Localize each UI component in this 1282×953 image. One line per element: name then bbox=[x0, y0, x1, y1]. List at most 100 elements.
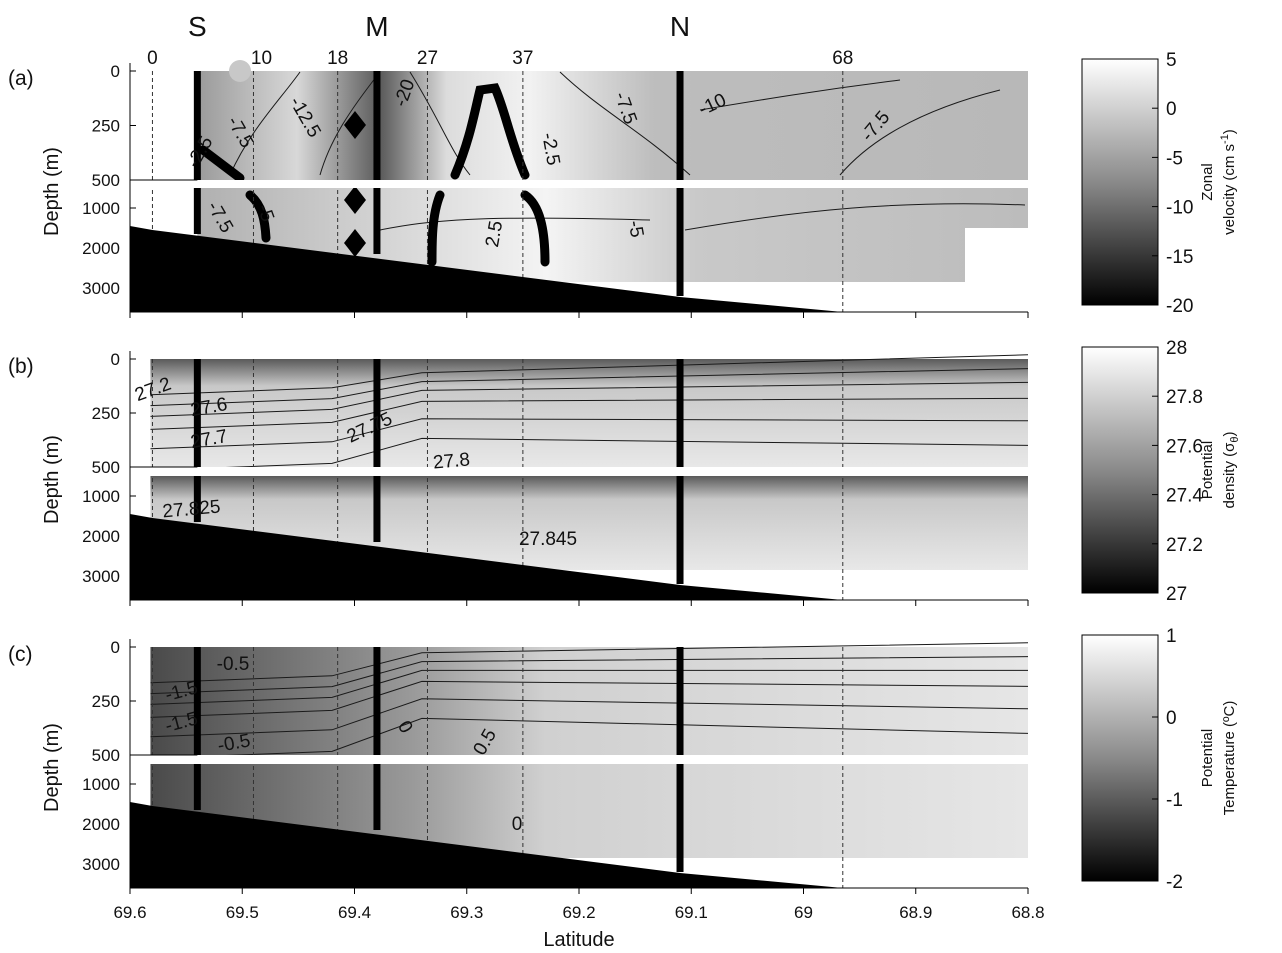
colorbar-tick-label: 27.6 bbox=[1166, 436, 1203, 457]
y-tick-label: 2000 bbox=[82, 527, 120, 546]
seafloor bbox=[130, 514, 843, 600]
colorbar-tick-label: 27.4 bbox=[1166, 486, 1203, 507]
y-tick-label: 500 bbox=[92, 746, 120, 765]
surface-marker bbox=[229, 60, 251, 82]
x-tick-label: 68.8 bbox=[1011, 903, 1044, 922]
y-tick-label: 3000 bbox=[82, 567, 120, 586]
colorbar-tick-label: -2 bbox=[1166, 872, 1183, 893]
contour-label: -0.5 bbox=[217, 654, 250, 675]
colorbar-tick-label: 0 bbox=[1166, 708, 1177, 729]
axis-break bbox=[130, 467, 1030, 476]
y-axis-title: Depth (m) bbox=[41, 147, 63, 236]
y-tick-label: 250 bbox=[92, 117, 120, 136]
y-tick-label: 500 bbox=[92, 171, 120, 190]
y-tick-label: 0 bbox=[111, 62, 120, 81]
contour-label: -5 bbox=[252, 202, 278, 225]
mooring-label: S bbox=[188, 11, 207, 42]
y-tick-label: 1000 bbox=[82, 199, 120, 218]
contour-label: 0 bbox=[512, 814, 523, 835]
seafloor bbox=[130, 226, 843, 312]
zero-contours bbox=[198, 83, 550, 267]
colorbar-label-end: ) bbox=[1221, 129, 1238, 134]
y-tick-label: 0 bbox=[111, 638, 120, 657]
y-tick-label: 500 bbox=[92, 458, 120, 477]
x-tick-label: 69 bbox=[794, 903, 813, 922]
y-tick-label: 2000 bbox=[82, 239, 120, 258]
colorbar-label: Zonal bbox=[1199, 163, 1216, 201]
panel-letter: (c) bbox=[8, 643, 33, 666]
contour-label: 27.825 bbox=[162, 497, 222, 523]
colorbar-label: Potential bbox=[1199, 729, 1216, 787]
y-tick-label: 0 bbox=[111, 350, 120, 369]
axis-break bbox=[130, 755, 1030, 764]
colorbar-label: Potential bbox=[1199, 441, 1216, 499]
instrument-marker bbox=[344, 111, 366, 139]
colorbar-label: density (σθ) bbox=[1221, 431, 1241, 508]
colorbar-label-text: density (σ bbox=[1221, 442, 1238, 509]
y-tick-label: 250 bbox=[92, 692, 120, 711]
station-label: 0 bbox=[147, 48, 158, 69]
colorbar-tick-label: 27.2 bbox=[1166, 535, 1203, 556]
axis-break bbox=[130, 180, 1030, 188]
x-tick-label: 69.4 bbox=[338, 903, 371, 922]
mooring-label: M bbox=[365, 11, 388, 42]
zero-contour bbox=[520, 190, 550, 267]
colorbar bbox=[1081, 346, 1159, 594]
station-label: 10 bbox=[251, 48, 272, 69]
colorbar-tick-label: 27 bbox=[1166, 584, 1187, 605]
colorbar-label-end: ) bbox=[1221, 431, 1238, 436]
colorbar-label-text: Temperature (ºC) bbox=[1221, 701, 1238, 816]
colorbar-tick-label: 5 bbox=[1166, 50, 1177, 71]
panel-field-upper bbox=[197, 71, 1029, 180]
y-axis-title: Depth (m) bbox=[41, 435, 63, 524]
y-tick-label: 1000 bbox=[82, 775, 120, 794]
colorbar-label-sup: -1 bbox=[1219, 134, 1231, 144]
mooring-label: N bbox=[670, 11, 690, 42]
colorbar-label: velocity (cm s-1) bbox=[1219, 129, 1238, 235]
zero-contour bbox=[245, 190, 271, 243]
seafloor bbox=[130, 802, 843, 888]
panel-letter: (b) bbox=[8, 355, 34, 378]
colorbar-tick-label: 27.8 bbox=[1166, 387, 1203, 408]
colorbar bbox=[1081, 634, 1159, 882]
zero-contour bbox=[198, 145, 245, 183]
contour-line bbox=[699, 79, 901, 111]
station-label: 37 bbox=[512, 48, 533, 69]
y-tick-label: 250 bbox=[92, 404, 120, 423]
y-tick-label: 2000 bbox=[82, 815, 120, 834]
station-label: 68 bbox=[832, 48, 853, 69]
x-tick-label: 69.2 bbox=[562, 903, 595, 922]
contour-line bbox=[684, 203, 1026, 231]
station-label: 18 bbox=[327, 48, 348, 69]
panel-letter: (a) bbox=[8, 67, 34, 90]
station-label: 27 bbox=[417, 48, 438, 69]
x-tick-label: 69.6 bbox=[113, 903, 146, 922]
x-axis-title: Latitude bbox=[543, 929, 614, 951]
contour-label: 2.5 bbox=[482, 219, 507, 249]
contour-label: 27.845 bbox=[519, 529, 577, 550]
contour-lines bbox=[229, 71, 1026, 231]
colorbar-tick-label: -20 bbox=[1166, 296, 1193, 317]
panel-field-upper bbox=[150, 647, 1028, 755]
y-axis-title: Depth (m) bbox=[41, 723, 63, 812]
colorbar bbox=[1081, 58, 1159, 306]
contour-line bbox=[319, 71, 381, 176]
colorbar-label-text: velocity (cm s bbox=[1221, 144, 1238, 235]
panel-field-upper bbox=[150, 359, 1028, 467]
contour-label: 27.8 bbox=[432, 449, 471, 473]
contour-line bbox=[379, 217, 651, 231]
colorbar-tick-label: -15 bbox=[1166, 247, 1193, 268]
y-tick-label: 3000 bbox=[82, 279, 120, 298]
colorbar-tick-label: -1 bbox=[1166, 790, 1183, 811]
contour-line bbox=[409, 71, 471, 176]
colorbar-tick-label: -10 bbox=[1166, 198, 1193, 219]
x-tick-label: 68.9 bbox=[899, 903, 932, 922]
contour-line bbox=[839, 89, 1001, 176]
colorbar-tick-label: 0 bbox=[1166, 99, 1177, 120]
x-tick-label: 69.1 bbox=[675, 903, 708, 922]
colorbar-tick-label: 28 bbox=[1166, 338, 1187, 359]
x-tick-label: 69.5 bbox=[226, 903, 259, 922]
contour-label: -5 bbox=[624, 219, 648, 239]
zero-contour bbox=[450, 83, 530, 180]
